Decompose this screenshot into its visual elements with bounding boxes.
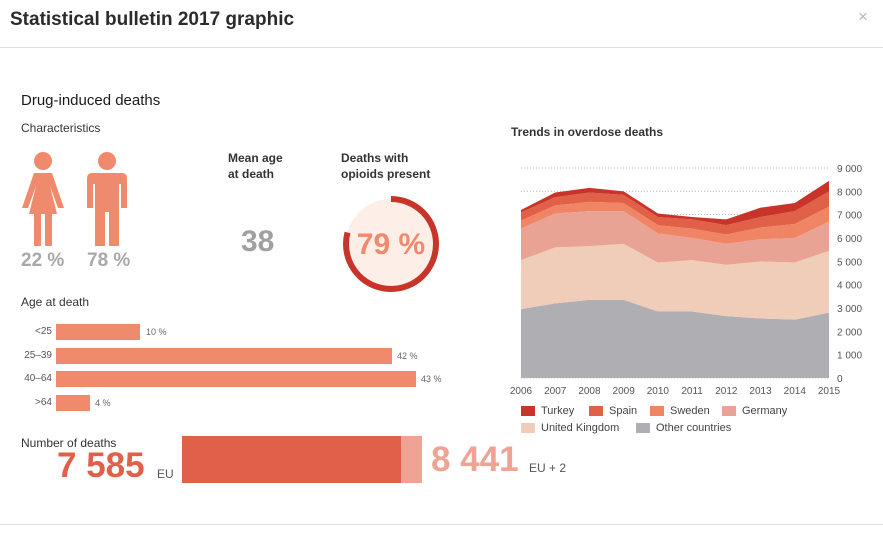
close-icon[interactable]: × [858,7,868,26]
legend-item-germany: Germany [722,405,787,417]
opioids-donut: 79 % [343,196,439,292]
age-percent: 43 % [421,374,442,384]
x-tick-label: 2007 [544,386,567,397]
legend-swatch [521,406,535,416]
y-tick-label: 1 000 [837,351,862,362]
legend-label: Other countries [656,422,732,434]
opioids-value: 79 % [357,228,425,261]
y-tick-label: 5 000 [837,257,862,268]
age-bar [56,348,392,364]
legend-swatch [521,423,535,433]
x-tick-label: 2006 [510,386,533,397]
x-tick-label: 2008 [578,386,601,397]
mean-age-value: 38 [241,225,275,258]
legend-label: Turkey [541,405,575,417]
eu-deaths-value: 7 585 [57,446,145,485]
x-tick-label: 2010 [647,386,670,397]
opioids-donut-arc [343,196,439,292]
age-label: 25–39 [24,350,52,361]
area-germany [521,211,829,265]
y-tick-label: 9 000 [837,164,862,175]
characteristics-title: Characteristics [21,121,101,135]
legend-swatch [650,406,664,416]
age-title: Age at death [21,295,90,309]
age-label: >64 [35,397,52,408]
total-deaths-value: 8 441 [431,440,519,479]
x-tick-label: 2014 [784,386,807,397]
female-icon [22,152,64,246]
legend-swatch [589,406,603,416]
y-tick-label: 4 000 [837,281,862,292]
age-label: <25 [35,326,52,337]
area-other [521,299,829,378]
extra-deaths-bar [401,436,422,483]
x-tick-label: 2009 [613,386,636,397]
x-tick-label: 2015 [818,386,841,397]
x-tick-label: 2012 [715,386,738,397]
legend-swatch [722,406,736,416]
age-label: 40–64 [24,373,52,384]
trend-chart: 0 1 000 2 000 3 000 4 000 5 000 6 000 7 000 8 00… [510,164,863,397]
y-tick-label: 3 000 [837,304,862,315]
opioids-donut-bg [346,199,436,289]
x-tick-label: 2011 [681,386,703,397]
area-uk [521,243,829,320]
deaths-title: Number of deaths [21,436,117,450]
eu-deaths-bar [182,436,401,483]
eu-deaths-label: EU [157,467,174,481]
y-tick-label: 0 [837,374,843,385]
dialog-titlebar: Statistical bulletin 2017 graphic × [0,0,883,48]
chart-title: Trends in overdose deaths [511,125,664,139]
age-percent: 4 % [95,398,111,408]
y-tick-label: 2 000 [837,327,862,338]
x-tick-label: 2013 [749,386,772,397]
area-sweden [521,201,829,244]
legend-label: Sweden [670,405,710,417]
age-bar [56,324,140,340]
opioids-label: Deaths with opioids present [341,151,431,181]
legend-swatch [636,423,650,433]
y-tick-label: 6 000 [837,234,862,245]
legend-label: Spain [609,405,638,417]
male-percent: 78 % [87,250,131,271]
legend-item-united-kingdom: United Kingdom [521,422,619,434]
legend-item-spain: Spain [589,405,637,417]
female-percent: 22 % [21,250,65,271]
section-title: Drug-induced deaths [21,92,161,109]
legend-item-turkey: Turkey [521,405,574,417]
legend-label: Germany [742,405,788,417]
age-bar [56,395,90,411]
legend-label: United Kingdom [541,422,620,434]
legend-item-other-countries: Other countries [636,422,731,434]
dialog-title: Statistical bulletin 2017 graphic [10,9,295,30]
footer-divider [0,524,883,525]
age-percent: 42 % [397,351,418,361]
area-turkey [521,180,829,226]
y-tick-label: 7 000 [837,211,862,222]
mean-age-label: Mean age at death [228,151,283,181]
age-bar [56,371,416,387]
legend-item-sweden: Sweden [650,405,710,417]
total-deaths-label: EU + 2 [529,461,567,475]
male-icon [87,152,127,246]
y-tick-label: 8 000 [837,187,862,198]
age-percent: 10 % [146,327,167,337]
